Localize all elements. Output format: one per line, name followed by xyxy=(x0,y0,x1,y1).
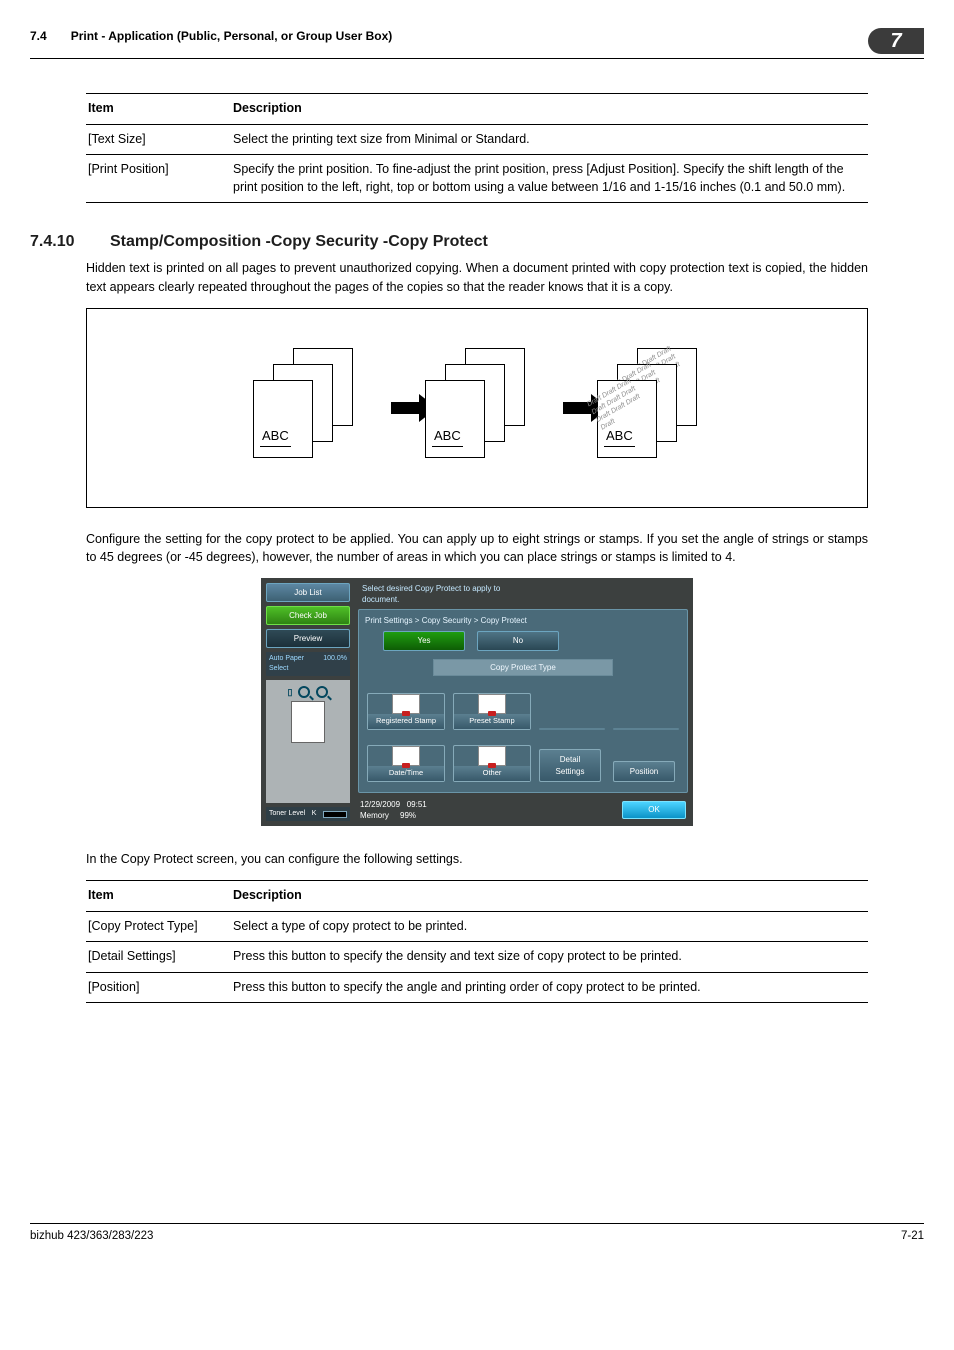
paper-select-value: 100.0% xyxy=(323,654,347,674)
screen-mem-key: Memory xyxy=(360,811,389,820)
datetime-button[interactable]: Date/Time xyxy=(367,745,445,782)
table2-cell: Press this button to specify the density… xyxy=(231,942,868,973)
section-title: Stamp/Composition -Copy Security -Copy P… xyxy=(110,231,488,253)
other-icon xyxy=(478,746,506,766)
position-button[interactable]: Position xyxy=(613,761,675,782)
option-label: Registered Stamp xyxy=(368,714,444,729)
page-header: 7.4 Print - Application (Public, Persona… xyxy=(30,28,924,54)
screen-left-panel: Job List Check Job Preview Auto Paper Se… xyxy=(262,579,354,825)
copy-protect-diagram: HI EF ABC HI EF ABC HI EF ABC xyxy=(86,308,868,508)
page-footer: bizhub 423/363/283/223 7-21 xyxy=(30,1223,924,1244)
page-label: ABC xyxy=(260,427,291,446)
toner-k: K xyxy=(312,809,317,819)
diagram-stack-source: HI EF ABC xyxy=(245,358,365,458)
spec-table-2: Item Description [Copy Protect Type] Sel… xyxy=(86,880,868,1003)
table1-cell: [Print Position] xyxy=(86,155,231,203)
detail-settings-button[interactable]: Detail Settings xyxy=(539,749,601,781)
section-para-2: Configure the setting for the copy prote… xyxy=(86,530,868,566)
page-label: ABC xyxy=(432,427,463,446)
other-button[interactable]: Other xyxy=(453,745,531,782)
page-content: Item Description [Text Size] Select the … xyxy=(30,93,924,1244)
table2-head-item: Item xyxy=(86,881,231,912)
footer-page-num: 7-21 xyxy=(901,1228,924,1244)
paper-select-label: Auto Paper Select xyxy=(269,654,304,674)
registered-stamp-button[interactable]: Registered Stamp xyxy=(367,693,445,730)
option-label: Date/Time xyxy=(368,766,444,781)
table-row: [Detail Settings] Press this button to s… xyxy=(86,942,868,973)
screen-right-panel: Select desired Copy Protect to apply to … xyxy=(354,579,692,825)
stamp-icon xyxy=(478,694,506,714)
table2-cell: [Copy Protect Type] xyxy=(86,911,231,942)
screen-date: 12/29/2009 xyxy=(360,800,400,809)
option-label: Other xyxy=(454,766,530,781)
table2-cell: [Detail Settings] xyxy=(86,942,231,973)
zoom-out-icon[interactable] xyxy=(298,686,310,698)
table-row: [Copy Protect Type] Select a type of cop… xyxy=(86,911,868,942)
preview-tab[interactable]: Preview xyxy=(266,629,350,648)
checkjob-tab[interactable]: Check Job xyxy=(266,606,350,625)
screen-mem-val: 99% xyxy=(400,811,416,820)
paper-select: Auto Paper Select 100.0% xyxy=(266,652,350,676)
zoom-in-icon[interactable] xyxy=(316,686,328,698)
datetime-icon xyxy=(392,746,420,766)
table2-head-desc: Description xyxy=(231,881,868,912)
screen-time: 09:51 xyxy=(407,800,427,809)
table1-cell: Select the printing text size from Minim… xyxy=(231,124,868,155)
screen-datetime: 12/29/2009 09:51 Memory 99% xyxy=(360,799,427,821)
empty-slot xyxy=(539,728,605,730)
screen-footer: 12/29/2009 09:51 Memory 99% OK xyxy=(354,797,692,825)
type-label: Copy Protect Type xyxy=(433,659,613,676)
page-label: ABC xyxy=(604,427,635,446)
diagram-stack-printed: HI EF ABC xyxy=(417,358,537,458)
ok-button[interactable]: OK xyxy=(622,801,686,818)
diagram-page: ABC xyxy=(425,380,485,458)
option-label: Preset Stamp xyxy=(454,714,530,729)
thumbnail-area: ▯ xyxy=(266,680,350,803)
yes-no-row: Yes No xyxy=(363,631,683,654)
spec-table-1: Item Description [Text Size] Select the … xyxy=(86,93,868,203)
thumbnail-doc xyxy=(291,701,325,743)
empty-slot xyxy=(613,728,679,730)
table2-cell: Press this button to specify the angle a… xyxy=(231,972,868,1003)
header-divider xyxy=(30,58,924,59)
toner-level: Toner Level K xyxy=(266,807,350,821)
stamp-icon xyxy=(392,694,420,714)
footer-product: bizhub 423/363/283/223 xyxy=(30,1228,153,1244)
header-section-title: Print - Application (Public, Personal, o… xyxy=(71,28,393,45)
screen-main-panel: Print Settings > Copy Security > Copy Pr… xyxy=(358,609,688,793)
diagram-page-draft: ABC xyxy=(597,380,657,458)
preset-stamp-button[interactable]: Preset Stamp xyxy=(453,693,531,730)
option-grid: Registered Stamp Preset Stamp Date/Time … xyxy=(363,684,683,788)
diagram-page: ABC xyxy=(253,380,313,458)
no-button[interactable]: No xyxy=(477,631,559,650)
device-screen: Job List Check Job Preview Auto Paper Se… xyxy=(261,578,693,826)
section-heading: 7.4.10 Stamp/Composition -Copy Security … xyxy=(30,231,868,253)
joblist-tab[interactable]: Job List xyxy=(266,583,350,602)
thumb-index: ▯ xyxy=(288,686,293,699)
section-number: 7.4.10 xyxy=(30,231,86,253)
yes-button[interactable]: Yes xyxy=(383,631,465,650)
table2-cell: [Position] xyxy=(86,972,231,1003)
table-row: [Print Position] Specify the print posit… xyxy=(86,155,868,203)
toner-bar xyxy=(323,811,347,818)
chapter-tab: 7 xyxy=(868,28,924,54)
header-section-num: 7.4 xyxy=(30,28,47,45)
screen-instruction: Select desired Copy Protect to apply to … xyxy=(354,579,692,609)
table1-head-desc: Description xyxy=(231,94,868,125)
table1-head-item: Item xyxy=(86,94,231,125)
table-row: [Text Size] Select the printing text siz… xyxy=(86,124,868,155)
section-para-3: In the Copy Protect screen, you can conf… xyxy=(86,850,868,868)
breadcrumb: Print Settings > Copy Security > Copy Pr… xyxy=(363,614,683,631)
table1-cell: [Text Size] xyxy=(86,124,231,155)
table-row: [Position] Press this button to specify … xyxy=(86,972,868,1003)
section-para-1: Hidden text is printed on all pages to p… xyxy=(86,259,868,295)
device-screenshot: Job List Check Job Preview Auto Paper Se… xyxy=(86,578,868,826)
table2-cell: Select a type of copy protect to be prin… xyxy=(231,911,868,942)
table1-cell: Specify the print position. To fine-adju… xyxy=(231,155,868,203)
diagram-stack-copied: HI EF ABC xyxy=(589,358,709,458)
toner-label: Toner Level xyxy=(269,809,305,819)
header-title-group: 7.4 Print - Application (Public, Persona… xyxy=(30,28,392,45)
